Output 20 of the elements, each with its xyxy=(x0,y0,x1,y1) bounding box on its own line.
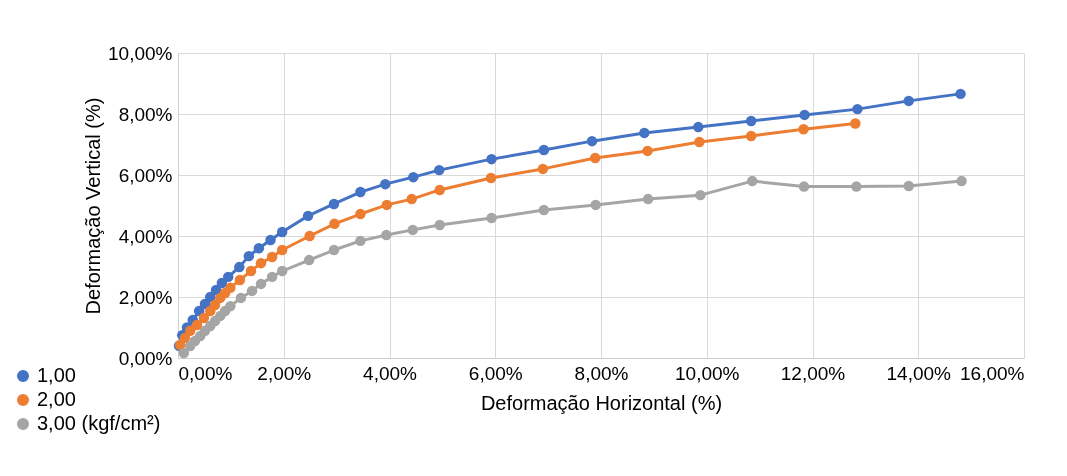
x-tick-label: 8,00% xyxy=(574,362,629,384)
legend-label: 2,00 xyxy=(37,388,76,410)
x-tick-label: 14,00% xyxy=(886,362,952,384)
x-tick-label: 6,00% xyxy=(468,362,523,384)
y-tick-label: 10,00% xyxy=(108,42,173,64)
x-tick-label: 16,00% xyxy=(960,362,1025,384)
y-tick-label: 0,00% xyxy=(118,347,173,369)
x-tick-label: 12,00% xyxy=(780,362,846,384)
y-axis-title: Deformação Vertical (%) xyxy=(82,97,105,315)
legend-label: 1,00 xyxy=(37,364,76,386)
y-tick-label: 8,00% xyxy=(118,103,173,125)
y-tick-label: 4,00% xyxy=(118,225,173,247)
x-tick-label: 2,00% xyxy=(257,362,312,384)
x-axis-title: Deformação Horizontal (%) xyxy=(480,391,723,414)
y-tick-label: 2,00% xyxy=(118,286,173,308)
y-tick-label: 6,00% xyxy=(118,164,173,186)
x-tick-label: 10,00% xyxy=(675,362,740,384)
x-tick-label: 0,00% xyxy=(178,362,233,384)
legend-label: 3,00 (kgf/cm²) xyxy=(37,412,161,434)
x-tick-label: 4,00% xyxy=(363,362,418,384)
